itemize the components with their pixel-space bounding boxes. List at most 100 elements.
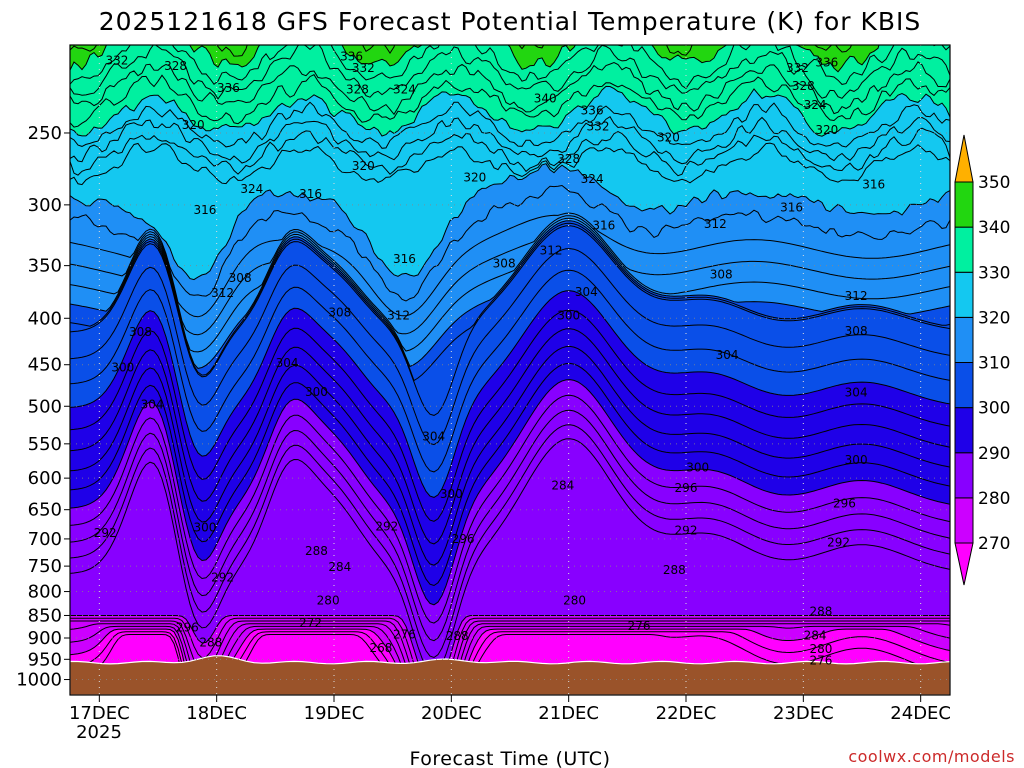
grid-lines xyxy=(70,45,950,695)
contour-label-text: 336 xyxy=(815,55,838,69)
contour-306 xyxy=(70,225,950,416)
contour-label: 332 xyxy=(786,61,809,75)
contour-label-text: 276 xyxy=(628,619,651,633)
y-tick-label: 300 xyxy=(28,195,62,216)
contour-label-text: 276 xyxy=(809,654,832,668)
contour-label: 336 xyxy=(217,81,240,95)
band-286 xyxy=(70,395,950,641)
colorbar: 270 280 290 300 310 320 330 340 350 xyxy=(954,134,1010,586)
contour-label: 304 xyxy=(575,285,598,299)
plot-frame xyxy=(69,44,951,696)
y-tick-label: 400 xyxy=(28,308,62,329)
contour-336 xyxy=(70,45,950,100)
contour-label-text: 316 xyxy=(393,252,416,266)
contour-label-text: 296 xyxy=(176,620,199,634)
contour-label-text: 292 xyxy=(375,519,398,533)
contour-label-text: 292 xyxy=(211,571,234,585)
contour-label-text: 332 xyxy=(587,120,610,134)
y-tick-label: 750 xyxy=(28,556,62,577)
y-tick-label: 350 xyxy=(28,256,62,277)
contour-label-text: 296 xyxy=(675,481,698,495)
contour-label-text: 300 xyxy=(440,487,463,501)
contour-316 xyxy=(70,212,950,318)
colorbar-segment xyxy=(954,181,974,228)
contour-278 xyxy=(70,617,950,695)
contour-label-text: 308 xyxy=(493,256,516,270)
contour-286 xyxy=(70,409,950,642)
band-282 xyxy=(70,424,950,674)
contour-label-text: 308 xyxy=(710,268,733,282)
contour-label: 284 xyxy=(328,560,351,574)
contour-label-text: 284 xyxy=(328,560,351,574)
contour-label-text: 292 xyxy=(675,523,698,537)
contour-label-text: 296 xyxy=(452,532,475,546)
contour-label: 288 xyxy=(809,605,832,619)
contour-label-text: 292 xyxy=(827,535,850,549)
contour-314 xyxy=(70,215,950,336)
x-tick-label: 22DEC xyxy=(656,703,717,724)
contour-label: 288 xyxy=(663,563,686,577)
colorbar-segment xyxy=(954,271,974,318)
colorbar-label: 290 xyxy=(978,444,1010,464)
contour-label: 292 xyxy=(94,526,117,540)
band-330 xyxy=(70,74,950,137)
colorbar-segment xyxy=(954,362,974,409)
colorbar-label: 350 xyxy=(978,173,1010,193)
contour-label-text: 328 xyxy=(792,79,815,93)
x-tick-label: 18DEC xyxy=(186,703,247,724)
contour-label: 312 xyxy=(211,286,234,300)
contour-label-text: 280 xyxy=(563,593,586,607)
contour-label: 304 xyxy=(716,348,739,362)
contour-label-text: 324 xyxy=(240,182,263,196)
x-axis-year: 2025 xyxy=(76,722,122,743)
contour-label: 280 xyxy=(809,642,832,656)
contour-label-text: 300 xyxy=(845,453,868,467)
band-322 xyxy=(70,128,950,185)
colorbar-segment xyxy=(954,316,974,363)
contour-label: 312 xyxy=(540,244,563,258)
contour-label: 316 xyxy=(393,252,416,266)
x-tick-label: 17DEC xyxy=(69,703,130,724)
band-294 xyxy=(70,328,950,566)
colorbar-segment xyxy=(954,226,974,273)
band-292 xyxy=(70,346,950,586)
band-328 xyxy=(70,86,950,149)
contour-label-text: 320 xyxy=(352,159,375,173)
y-tick-label: 950 xyxy=(28,649,62,670)
contour-label: 312 xyxy=(704,217,727,231)
contour-label: 320 xyxy=(182,118,205,132)
contour-label: 272 xyxy=(299,616,322,630)
y-tick-label: 650 xyxy=(28,500,62,521)
colorbar-segment xyxy=(954,452,974,499)
contour-label-text: 336 xyxy=(217,81,240,95)
contour-label-text: 312 xyxy=(540,244,563,258)
contour-label: 312 xyxy=(387,308,410,322)
contour-334 xyxy=(70,61,950,116)
contour-label: 328 xyxy=(164,59,187,73)
contour-label: 320 xyxy=(352,159,375,173)
contour-label: 276 xyxy=(393,627,416,641)
contour-label: 288 xyxy=(446,629,469,643)
colorbar-label: 330 xyxy=(978,263,1010,283)
y-tick-label: 450 xyxy=(28,355,62,376)
contour-label: 276 xyxy=(809,654,832,668)
terrain-ground xyxy=(70,655,950,695)
band-340 xyxy=(70,45,880,72)
contour-label: 288 xyxy=(305,544,328,558)
contour-label-text: 340 xyxy=(534,91,557,105)
contour-326 xyxy=(70,116,950,165)
contour-label-text: 328 xyxy=(346,83,369,97)
band-302 xyxy=(70,248,950,472)
contour-label-text: 300 xyxy=(686,460,709,474)
contour-label-text: 336 xyxy=(581,103,604,117)
contour-label-text: 272 xyxy=(299,616,322,630)
contour-290 xyxy=(70,379,950,606)
contour-312 xyxy=(70,217,950,353)
contour-label: 332 xyxy=(105,53,128,67)
y-tick-label: 850 xyxy=(28,605,62,626)
band-280 xyxy=(70,438,950,690)
contour-298 xyxy=(70,309,950,522)
contour-label-text: 308 xyxy=(845,324,868,338)
contour-label: 324 xyxy=(393,83,416,97)
contour-label-text: 332 xyxy=(105,53,128,67)
